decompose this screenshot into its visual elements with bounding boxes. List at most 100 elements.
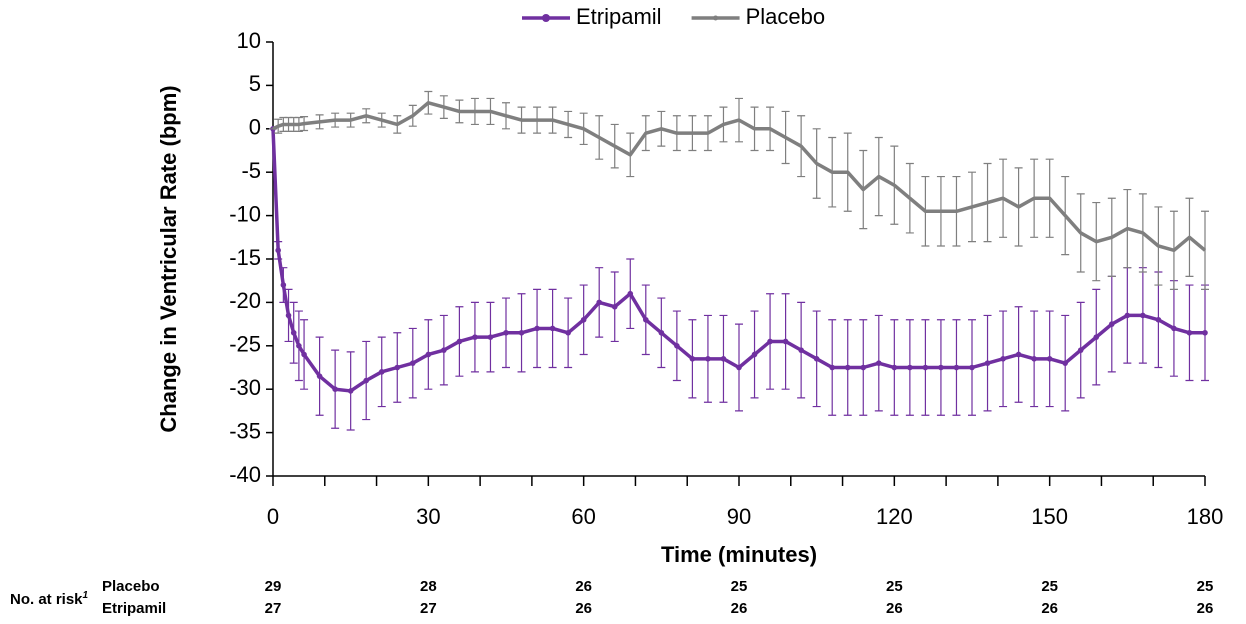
point [1062, 360, 1068, 366]
point [378, 369, 385, 375]
point [290, 329, 297, 336]
risk-count: 25 [731, 578, 748, 595]
y-tick-label: -25 [229, 332, 261, 357]
x-tick-label: 60 [571, 504, 595, 529]
point [1000, 356, 1006, 362]
risk-count: 27 [420, 600, 437, 617]
point [296, 343, 302, 349]
x-tick-label: 120 [876, 504, 913, 529]
point [876, 360, 882, 366]
point [394, 364, 401, 371]
point [1015, 351, 1022, 358]
point [953, 364, 960, 371]
risk-count: 26 [1041, 600, 1058, 617]
point [674, 343, 680, 349]
point [798, 347, 804, 353]
point [1031, 356, 1037, 362]
point [565, 329, 571, 336]
point [611, 303, 618, 310]
point [549, 325, 556, 332]
point [736, 364, 742, 371]
legend-label: Placebo [746, 4, 826, 29]
x-tick-label: 30 [416, 504, 440, 529]
point [891, 364, 898, 371]
x-tick-label: 180 [1187, 504, 1224, 529]
point [829, 364, 835, 371]
point [984, 360, 991, 366]
point [275, 247, 281, 254]
point [410, 360, 416, 366]
point [596, 299, 602, 306]
risk-count: 26 [575, 578, 592, 595]
x-tick-label: 150 [1031, 504, 1068, 529]
point [813, 356, 820, 362]
risk-count: 28 [420, 578, 437, 595]
point [503, 329, 509, 336]
risk-count: 26 [575, 600, 592, 617]
x-tick-label: 0 [267, 504, 279, 529]
point [1093, 334, 1100, 340]
point [844, 364, 851, 371]
point [938, 364, 944, 371]
risk-row-name: Placebo [102, 578, 160, 595]
y-tick-label: -20 [229, 288, 261, 313]
risk-count: 26 [1197, 600, 1214, 617]
series-line [272, 101, 1207, 253]
risk-count: 25 [886, 578, 903, 595]
point [767, 338, 773, 345]
point [705, 356, 711, 362]
risk-label-text: No. at risk [10, 591, 83, 608]
legend-marker [542, 14, 550, 22]
point [751, 351, 758, 358]
point [1077, 347, 1084, 353]
risk-count: 26 [886, 600, 903, 617]
point [922, 364, 929, 371]
risk-count: 26 [731, 600, 748, 617]
point [487, 334, 494, 340]
y-tick-label: 10 [237, 28, 261, 53]
point [316, 373, 323, 379]
point [441, 347, 447, 353]
point [720, 356, 727, 362]
point [301, 351, 307, 358]
y-tick-label: -30 [229, 375, 261, 400]
x-axis-title: Time (minutes) [661, 542, 817, 567]
risk-label: No. at risk1 [10, 590, 89, 608]
y-tick-label: -15 [229, 245, 261, 270]
point [1186, 329, 1193, 336]
risk-count: 29 [265, 578, 282, 595]
point [280, 282, 287, 288]
point [969, 364, 975, 371]
y-tick-label: -40 [229, 462, 261, 487]
y-tick-label: 0 [249, 115, 261, 140]
point [1171, 325, 1177, 332]
point [363, 377, 370, 384]
risk-row-name: Etripamil [102, 600, 166, 617]
legend-label: Etripamil [576, 4, 662, 29]
legend-marker [713, 15, 719, 21]
x-tick-label: 90 [727, 504, 751, 529]
point [1109, 321, 1115, 327]
point [472, 334, 478, 340]
point [860, 364, 867, 371]
point [1046, 356, 1053, 362]
risk-count: 27 [265, 600, 282, 617]
point [782, 338, 789, 345]
y-tick-label: -35 [229, 418, 261, 443]
point [456, 338, 463, 345]
y-tick-label: -5 [241, 158, 261, 183]
point [1155, 316, 1162, 323]
risk-count: 25 [1041, 578, 1058, 595]
point [534, 325, 540, 332]
point [627, 290, 634, 297]
point [425, 351, 432, 358]
point [332, 386, 338, 393]
y-axis-title: Change in Ventricular Rate (bpm) [156, 85, 181, 432]
y-tick-label: 5 [249, 71, 261, 96]
point [1202, 329, 1208, 336]
point [689, 356, 696, 362]
y-tick-label: -10 [229, 201, 261, 226]
point [643, 316, 649, 323]
point [580, 316, 587, 323]
